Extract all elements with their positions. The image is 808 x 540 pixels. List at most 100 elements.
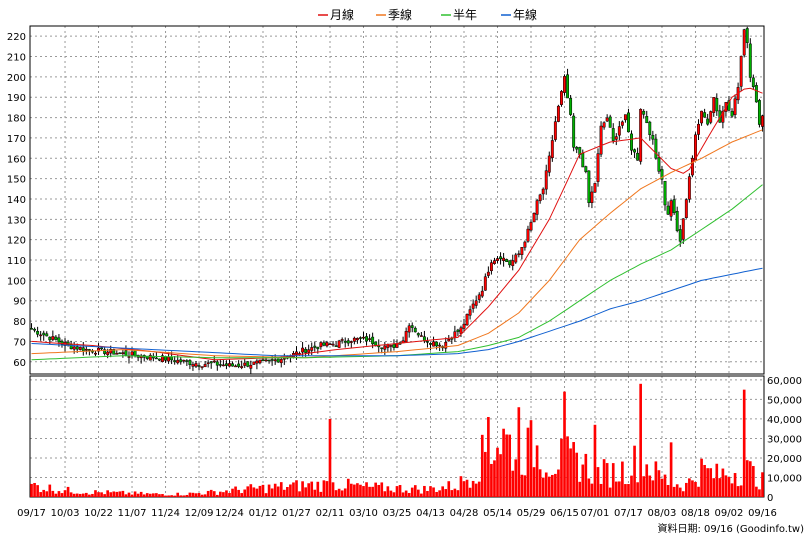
- volume-bar-23: [100, 492, 103, 497]
- volume-bar-192: [614, 481, 618, 497]
- volume-bar-218: [694, 481, 697, 497]
- volume-bar-91: [307, 483, 310, 497]
- x-tick-label-22: 09/16: [748, 508, 777, 519]
- volume-bar-103: [343, 488, 347, 497]
- candle-body-111: [368, 338, 372, 340]
- candle-body-215: [684, 199, 688, 218]
- volume-bar-132: [432, 487, 435, 497]
- volume-bar-147: [477, 481, 481, 497]
- candle-body-170: [547, 155, 551, 173]
- chart-legend: 月線 季線 半年 年線: [318, 7, 537, 22]
- candle-body-93: [313, 345, 317, 348]
- data-date-label: 資料日期: 09/16 (Goodinfo.tw): [657, 522, 804, 535]
- x-tick-label-0: 09/17: [17, 508, 46, 519]
- volume-bar-183: [587, 478, 591, 497]
- volume-bar-116: [383, 491, 387, 497]
- candle-body-178: [572, 115, 576, 148]
- price-ytick-12: 180: [7, 114, 26, 125]
- volume-bar-149: [484, 451, 487, 497]
- candle-body-165: [532, 212, 536, 223]
- candle-body-39: [148, 354, 152, 361]
- volume-bar-163: [526, 427, 530, 497]
- volume-bar-229: [727, 476, 731, 497]
- candle-body-182: [584, 166, 588, 172]
- volume-bar-58: [206, 490, 210, 497]
- price-ytick-14: 200: [7, 73, 26, 84]
- volume-bar-106: [353, 484, 356, 497]
- legend-label-2: 半年: [453, 8, 477, 22]
- volume-bar-137: [447, 481, 451, 497]
- volume-bar-181: [581, 464, 585, 497]
- candle-body-224: [712, 97, 716, 113]
- volume-bar-102: [340, 490, 344, 497]
- volume-bar-209: [666, 485, 670, 497]
- volume-bar-212: [675, 484, 679, 497]
- volume-bar-67: [234, 486, 237, 497]
- price-ytick-16: 220: [7, 32, 26, 43]
- volume-bar-201: [642, 476, 646, 497]
- volume-bar-0: [30, 483, 33, 497]
- volume-bar-75: [258, 485, 262, 497]
- candle-body-176: [566, 74, 570, 99]
- volume-bar-240: [761, 472, 764, 497]
- vol-ytick-4: 40,000: [767, 415, 802, 426]
- volume-bar-79: [270, 488, 274, 497]
- volume-bar-36: [139, 491, 143, 497]
- candle-body-104: [346, 340, 350, 344]
- volume-bar-54: [194, 493, 198, 497]
- volume-bar-196: [627, 484, 630, 497]
- legend-label-1: 季線: [388, 7, 412, 22]
- volume-bar-215: [685, 482, 688, 497]
- candle-body-208: [663, 180, 667, 206]
- candle-body-133: [435, 341, 439, 347]
- volume-bar-47: [173, 495, 176, 497]
- volume-bar-126: [413, 485, 417, 497]
- candle-body-136: [444, 342, 448, 349]
- candle-body-155: [502, 257, 506, 261]
- volume-bar-129: [423, 485, 426, 497]
- candle-body-193: [617, 126, 621, 136]
- candle-body-183: [587, 170, 591, 203]
- volume-bar-224: [712, 478, 716, 497]
- volume-bar-179: [575, 452, 579, 497]
- candle-body-240: [761, 115, 764, 127]
- candle-body-60: [212, 360, 216, 363]
- volume-bar-82: [279, 482, 283, 497]
- candle-body-81: [276, 358, 280, 363]
- volume-bar-100: [334, 490, 338, 497]
- volume-bar-53: [191, 492, 195, 497]
- candle-body-24: [103, 349, 107, 354]
- candle-body-83: [282, 358, 286, 360]
- volume-bar-184: [590, 483, 594, 497]
- candle-body-42: [157, 358, 161, 361]
- candle-body-101: [337, 340, 341, 348]
- volume-bar-111: [368, 486, 371, 497]
- volume-bar-167: [538, 469, 542, 497]
- vol-ytick-6: 60,000: [767, 376, 802, 387]
- volume-bar-12: [66, 486, 70, 497]
- x-tick-label-5: 12/09: [185, 508, 214, 519]
- candle-body-190: [608, 116, 612, 128]
- volume-bar-78: [267, 484, 271, 497]
- candle-body-145: [471, 303, 475, 309]
- price-ytick-13: 190: [7, 93, 26, 104]
- candle-body-192: [614, 136, 618, 140]
- volume-bar-2: [36, 485, 39, 497]
- candle-body-110: [365, 336, 368, 342]
- candle-body-169: [544, 170, 548, 190]
- candle-body-67: [234, 365, 238, 368]
- volume-bar-221: [703, 464, 706, 497]
- candle-body-185: [593, 183, 597, 193]
- volume-bar-80: [273, 483, 277, 497]
- volume-bar-81: [276, 486, 280, 497]
- candle-body-238: [754, 85, 758, 103]
- candle-body-50: [182, 359, 186, 362]
- volume-bar-239: [758, 489, 761, 497]
- volume-bar-122: [401, 492, 405, 497]
- vol-ytick-0: 0: [767, 493, 773, 504]
- candle-body-141: [459, 327, 463, 334]
- volume-bar-8: [54, 493, 58, 497]
- volume-bar-118: [389, 490, 393, 497]
- candle-body-78: [267, 359, 271, 362]
- ma-line-1: [31, 129, 763, 359]
